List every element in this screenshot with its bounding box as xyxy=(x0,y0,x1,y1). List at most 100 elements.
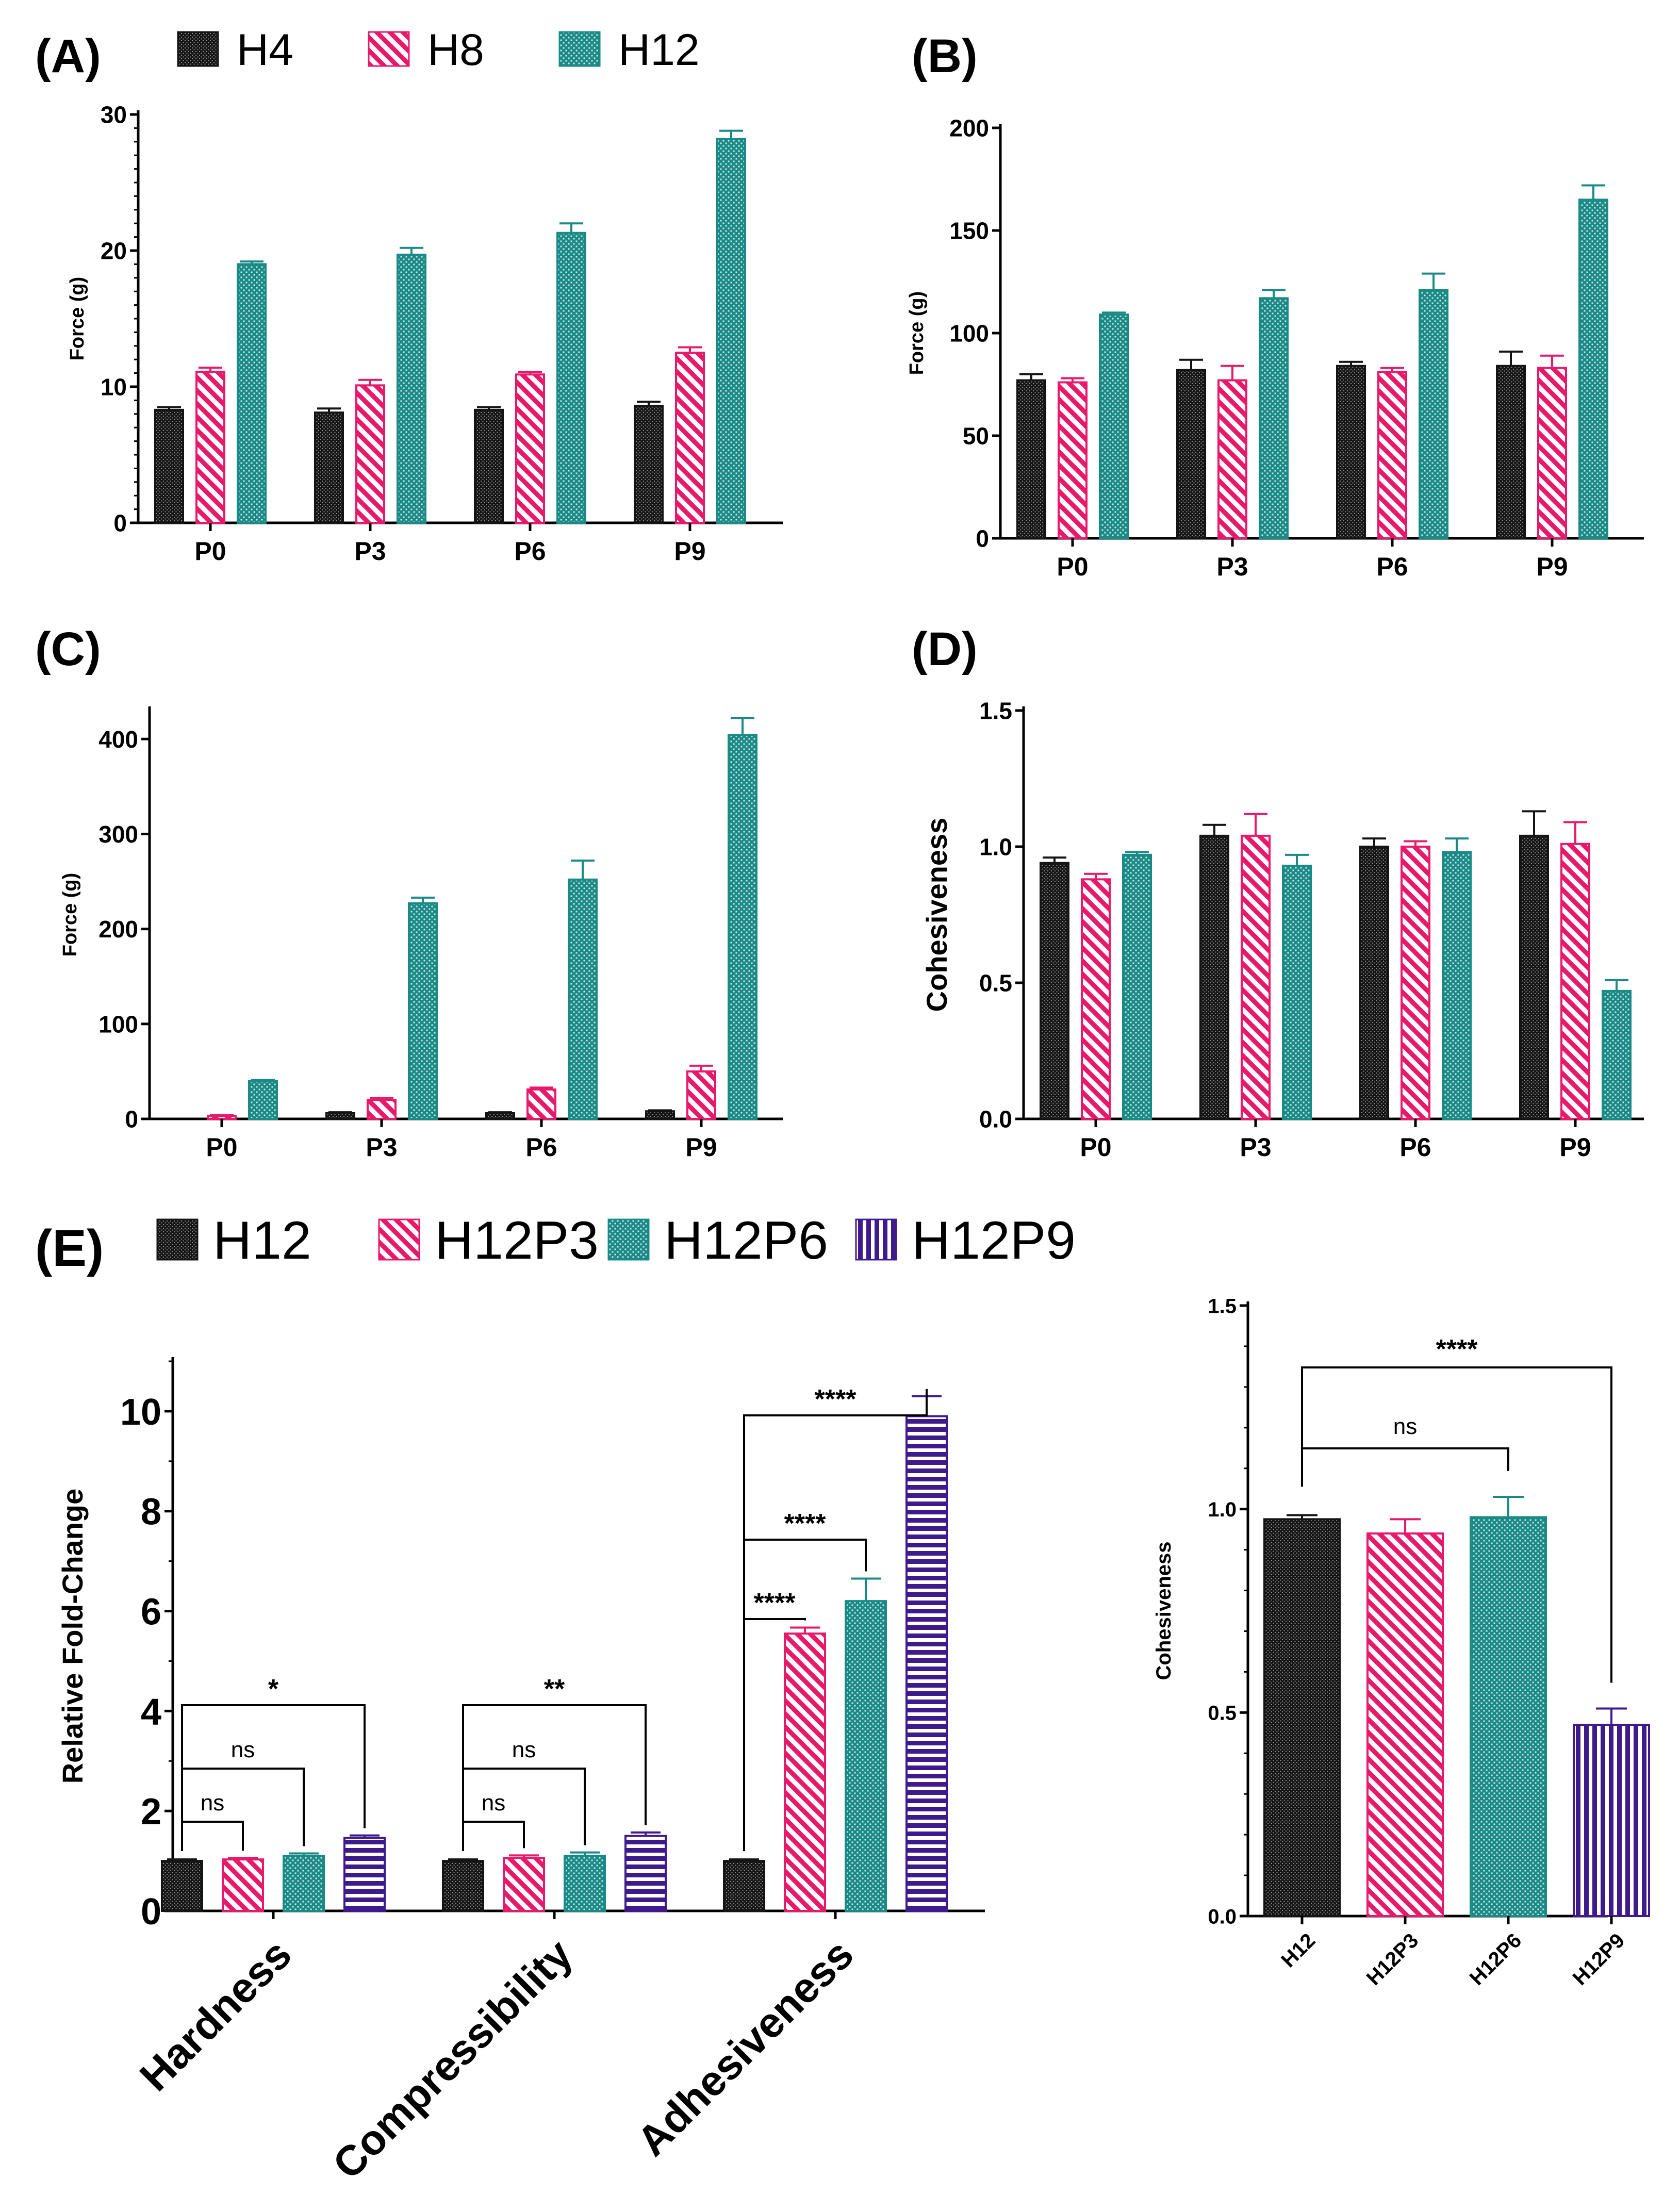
bar-h8-p0 xyxy=(1058,381,1088,540)
panel-label: (B) xyxy=(912,30,978,82)
bar-h12p9-h12p9 xyxy=(1573,1724,1650,1918)
y-axis-label: Cohesiveness xyxy=(920,818,953,1012)
x-tick-label: P9 xyxy=(685,1133,717,1162)
panel-e: (E) 0 2 4 6 8 10 Relative Fold-Change Hardness Co… xyxy=(35,1219,985,2188)
bar-h8-p6 xyxy=(1401,846,1430,1120)
bracket-line xyxy=(181,1821,244,1851)
bar-h4-p0 xyxy=(154,408,184,524)
y-tick-label: 1.5 xyxy=(1208,1295,1237,1317)
y-tick-label: 6 xyxy=(141,1591,161,1632)
legend-item-h4: H4 xyxy=(177,25,293,75)
bar-h12-p3 xyxy=(397,253,426,524)
panel-d: (D) 0.0 0.5 1.0 1.5 Cohesiveness P0 P3 P6 P9 xyxy=(912,623,1644,1162)
bar-h12p3-h12p3 xyxy=(1366,1532,1444,1917)
bar-h4-p6 xyxy=(1336,365,1366,539)
group-p6 xyxy=(1336,272,1448,539)
y-tick-label: 400 xyxy=(98,726,138,753)
legend-label: H12 xyxy=(618,25,700,75)
bar-h4-p3 xyxy=(314,411,344,524)
x-tick-label: H12 xyxy=(1277,1929,1320,1972)
significance-bracket: ns xyxy=(462,1790,525,1851)
bar-h12-p0 xyxy=(237,263,267,524)
y-tick-label: 1.0 xyxy=(1208,1498,1237,1521)
group-p3 xyxy=(314,246,426,524)
group-p3 xyxy=(325,896,438,1120)
group-p6 xyxy=(1359,837,1472,1120)
group-p9 xyxy=(634,129,746,524)
bar-h12p6-hardness xyxy=(283,1855,325,1912)
bar-h12-p9 xyxy=(716,138,746,524)
legend-swatch xyxy=(558,31,601,67)
significance-label: **** xyxy=(815,1384,857,1414)
y-tick-label: 0 xyxy=(125,1106,138,1133)
group-p3 xyxy=(1199,813,1312,1120)
bar-h12p3-adhesiveness xyxy=(784,1632,826,1912)
bar-h12p6-adhesiveness xyxy=(845,1600,887,1912)
bar-h8-p3 xyxy=(1241,834,1271,1120)
bar-h8-p6 xyxy=(1377,371,1407,539)
y-axis-label: Force (g) xyxy=(906,291,928,375)
panel-c: (C) 0 100 200 300 400 Force (g) P0 P3 P6 P9 xyxy=(35,623,783,1162)
legend-item-h12p3: H12P3 xyxy=(378,1211,599,1270)
significance-label: ns xyxy=(201,1790,224,1816)
bar-h4-p9 xyxy=(1519,834,1549,1120)
significance-bracket: ** xyxy=(462,1674,647,1851)
y-tick-label: 0.0 xyxy=(1208,1905,1237,1928)
legend-item-h12p6: H12P6 xyxy=(607,1211,828,1270)
bar-h8-p3 xyxy=(367,1099,397,1120)
bar-h4-p3 xyxy=(1199,834,1229,1120)
x-tick-label: P6 xyxy=(1399,1133,1431,1162)
x-tick-label: P0 xyxy=(1080,1133,1111,1162)
bar-h12-adhesiveness xyxy=(723,1860,765,1912)
y-tick-label: 8 xyxy=(141,1492,161,1533)
significance-label: ns xyxy=(1393,1414,1417,1439)
y-tick-label: 4 xyxy=(141,1691,161,1732)
group-p6 xyxy=(485,860,598,1120)
bar-h12-p6 xyxy=(568,878,598,1120)
group-h12p6 xyxy=(1470,1495,1547,1918)
y-tick-label: 100 xyxy=(949,320,989,347)
y-axis-label: Force (g) xyxy=(59,873,81,957)
x-tick-label: Hardness xyxy=(131,1930,301,2100)
bar-h12-p9 xyxy=(728,734,757,1120)
y-axis-label: Force (g) xyxy=(67,277,88,361)
y-tick-label: 0.0 xyxy=(979,1106,1012,1133)
y-tick-label: 0 xyxy=(976,525,989,552)
y-tick-label: 0 xyxy=(113,510,127,537)
legend-swatch xyxy=(607,1218,650,1261)
y-tick-label: 300 xyxy=(98,821,138,848)
panel-label: (A) xyxy=(35,30,101,82)
bracket-line xyxy=(743,1389,928,1851)
group-p3 xyxy=(1176,289,1289,540)
bar-h4-p0 xyxy=(1016,379,1046,539)
x-tick-label: Compressibility xyxy=(324,1930,582,2188)
bar-h12p9-adhesiveness xyxy=(905,1415,948,1912)
bar-h8-p9 xyxy=(1537,367,1567,539)
panel-a: (A) 0 10 20 30 Force (g) P0 P3 P6 P9 xyxy=(35,30,783,566)
significance-label: ns xyxy=(512,1737,536,1762)
legend-label: H12P3 xyxy=(435,1211,599,1270)
significance-label: ** xyxy=(544,1674,565,1704)
y-tick-label: 10 xyxy=(120,1392,161,1433)
significance-label: ns xyxy=(482,1790,505,1816)
significance-bracket: * xyxy=(181,1674,366,1851)
bar-h4-p6 xyxy=(474,408,504,524)
bar-h12p3-compressibility xyxy=(503,1857,545,1912)
bar-h8-p3 xyxy=(355,384,385,524)
x-tick-label: P0 xyxy=(1057,552,1088,581)
legend-item-h12: H12 xyxy=(558,25,700,75)
bar-h8-p3 xyxy=(1217,379,1247,539)
bar-h12p6-h12p6 xyxy=(1470,1516,1547,1918)
bar-h12-p6 xyxy=(1419,289,1448,539)
panel-f: 0.0 0.5 1.0 1.5 Cohesiveness H12 H12P3 H12P6 H12… xyxy=(1152,1295,1650,1990)
bar-h12-p3 xyxy=(408,902,438,1120)
bar-h8-p0 xyxy=(207,1115,237,1120)
bar-h8-p6 xyxy=(526,1088,556,1120)
bar-h12-p3 xyxy=(1259,297,1289,540)
legend-swatch xyxy=(855,1218,897,1261)
x-tick-label: P9 xyxy=(674,537,705,566)
y-tick-label: 20 xyxy=(101,238,127,265)
x-tick-label: P0 xyxy=(206,1133,237,1162)
